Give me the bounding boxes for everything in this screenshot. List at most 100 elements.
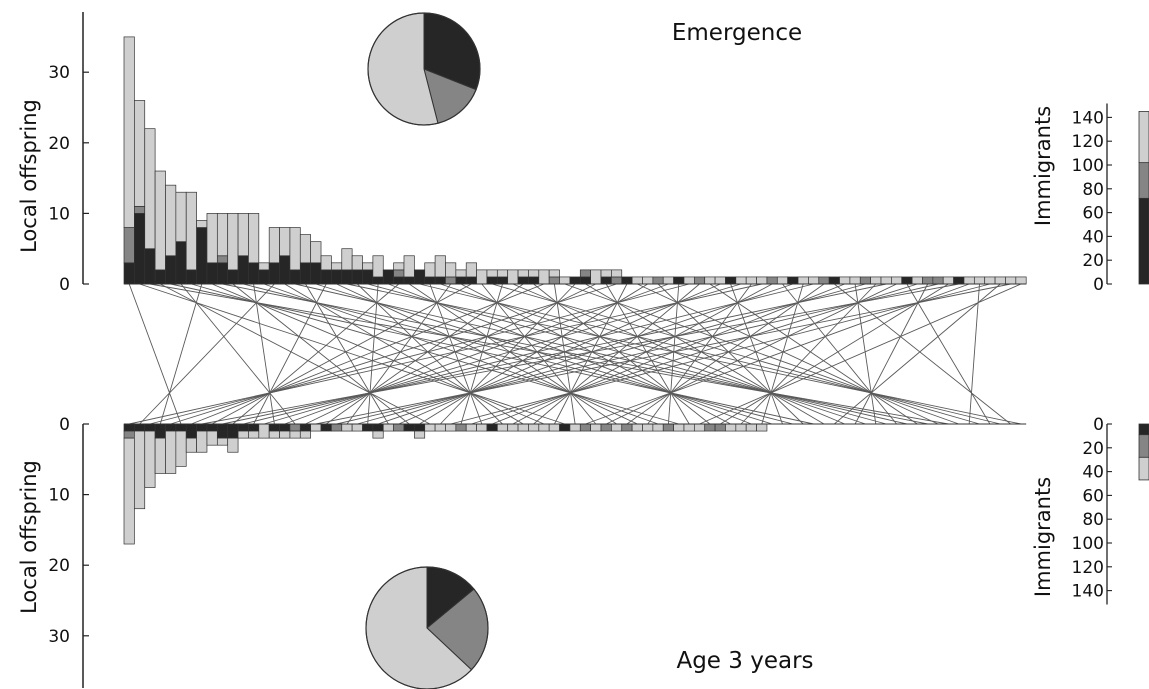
link-line-13 — [263, 283, 659, 425]
age3-bar-17-light — [299, 430, 312, 439]
emergence-bar-62-mid — [766, 276, 778, 285]
link-line-39 — [533, 283, 711, 425]
emergence-bar-0-dark — [123, 262, 135, 285]
emergence-bar-41-light — [548, 269, 560, 278]
emergence-ytick-label-10: 10 — [48, 204, 70, 224]
age3-bar-0-mid — [123, 430, 135, 439]
emergence-bar-0-light — [123, 36, 135, 228]
link-line-59 — [263, 283, 742, 425]
emergence-bar-1-mid — [134, 205, 146, 214]
age3-bar-21-light — [341, 423, 353, 432]
emergence-bar-5-light — [175, 191, 187, 242]
emergence-bar-18-dark — [310, 262, 322, 285]
age3-bar-44-mid — [579, 423, 592, 432]
emergence-immigrants-bar-light — [1138, 111, 1149, 164]
link-line-84 — [834, 283, 1001, 425]
link-line-77 — [854, 283, 929, 425]
link-line-45 — [305, 283, 596, 425]
link-line-33 — [211, 283, 472, 425]
emergence-bar-21-dark — [341, 269, 353, 285]
emergence-bar-60-light — [745, 276, 757, 285]
age3-bar-19-dark — [320, 423, 332, 432]
link-line-47 — [170, 283, 617, 425]
emergence-bar-19-dark — [320, 269, 332, 285]
link-line-80 — [201, 283, 959, 425]
emergence-bar-42-light — [559, 276, 571, 285]
age3-ytick-label-30: 30 — [48, 627, 70, 647]
emergence-bar-27-light — [403, 255, 415, 278]
link-line-64 — [377, 283, 794, 425]
age3-bar-24-dark — [372, 423, 384, 432]
age3-bar-56-mid — [704, 423, 716, 432]
link-line-40 — [191, 283, 545, 425]
link-line-17 — [305, 283, 389, 425]
age3-bar-25-light — [382, 423, 394, 432]
link-line-41 — [553, 283, 576, 425]
age3-bar-46-mid — [600, 423, 612, 432]
emergence-bar-50-light — [642, 276, 654, 285]
link-line-71 — [357, 283, 866, 425]
link-line-30 — [440, 283, 866, 425]
emergence-ytick-label-0: 0 — [59, 275, 70, 295]
emergence-bar-53-dark — [673, 276, 685, 285]
link-line-72 — [740, 283, 877, 425]
emergence-bar-24-dark — [372, 276, 384, 285]
age3-ytick-label-20: 20 — [48, 556, 70, 576]
emergence-bar-66-light — [808, 276, 820, 285]
age3-immigrants-tick-label-100: 100 — [1072, 534, 1104, 554]
age3-bar-15-light — [279, 430, 291, 439]
emergence-bar-7-light — [196, 220, 208, 228]
age3-bar-51-light — [652, 423, 664, 432]
link-line-8 — [211, 283, 545, 425]
emergence-bar-65-light — [797, 276, 809, 285]
emergence-bar-29-light — [424, 262, 436, 278]
age3-immigrants-tick-label-0: 0 — [1093, 415, 1104, 435]
link-line-36 — [460, 283, 503, 425]
emergence-bar-38-dark — [517, 276, 529, 285]
age3-bar-31-light — [445, 423, 457, 432]
link-line-85 — [315, 283, 1011, 425]
emergence-bar-7-dark — [196, 227, 208, 285]
emergence-pie-outline — [367, 12, 481, 126]
emergence-bar-57-light — [714, 276, 726, 285]
age3-bar-5-dark — [175, 423, 187, 432]
emergence-bar-2-dark — [144, 248, 156, 285]
link-line-0 — [128, 283, 182, 425]
age3-ytick-label-10: 10 — [48, 486, 70, 506]
age3-bar-35-dark — [486, 423, 498, 432]
age3-bar-30-light — [434, 423, 446, 432]
age3-bar-14-dark — [268, 423, 280, 432]
emergence-bar-17-light — [299, 234, 312, 264]
emergence-bar-23-light — [362, 262, 374, 271]
age3-immigrants-bar-mid — [1138, 434, 1149, 458]
link-line-5 — [180, 283, 296, 425]
link-line-22 — [356, 283, 503, 425]
link-line-42 — [564, 283, 959, 425]
link-line-79 — [720, 283, 949, 425]
emergence-bar-9-mid — [216, 255, 229, 264]
age3-bar-49-light — [631, 423, 643, 432]
emergence-bar-3-dark — [154, 269, 166, 285]
link-line-66 — [243, 283, 814, 425]
emergence-immigrants-tick-label-100: 100 — [1072, 156, 1104, 176]
link-line-76 — [471, 283, 918, 425]
link-line-2 — [149, 283, 949, 425]
age3-bar-33-light — [465, 423, 477, 432]
age3-bar-29-light — [424, 423, 436, 432]
emergence-bar-39-dark — [528, 276, 540, 285]
age3-bar-11-light — [237, 430, 249, 439]
emergence-bar-15-dark — [279, 255, 291, 285]
emergence-bar-56-light — [704, 276, 716, 285]
emergence-bar-32-light — [455, 269, 467, 278]
bottom-immigrants-ylabel: Immigrants — [1031, 477, 1055, 597]
emergence-bar-13-light — [258, 262, 270, 271]
age3-bar-16-mid — [289, 423, 301, 432]
emergence-bar-5-dark — [175, 241, 187, 285]
age3-bar-28-dark — [414, 423, 426, 432]
emergence-bar-13-dark — [258, 269, 270, 285]
age3-bar-15-dark — [279, 423, 291, 432]
link-line-25 — [388, 283, 752, 425]
emergence-bar-23-dark — [362, 269, 374, 285]
age3-bar-20-mid — [331, 423, 343, 432]
